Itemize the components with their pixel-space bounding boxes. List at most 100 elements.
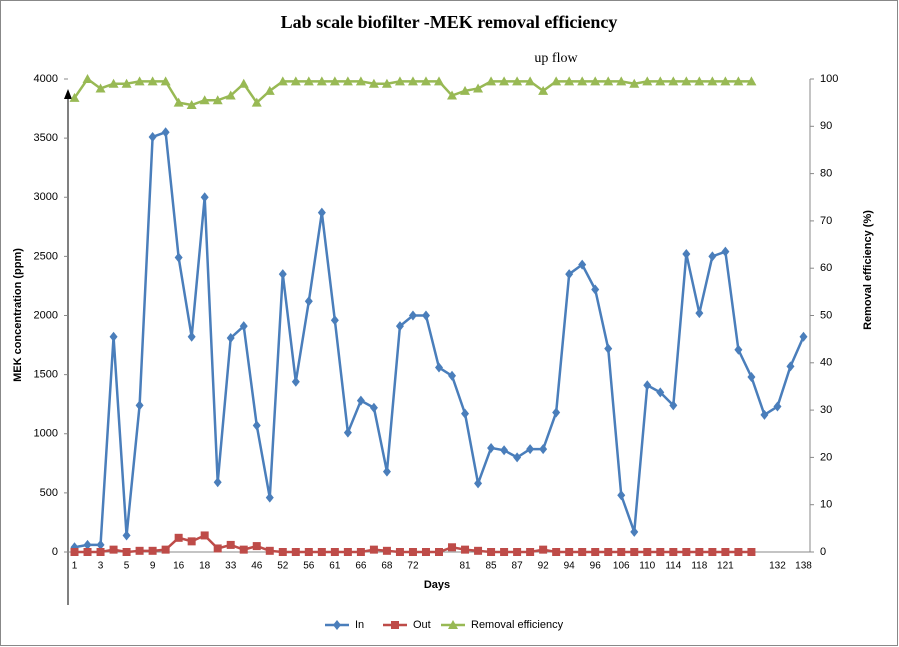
x-tick-label: 72 [407, 561, 419, 572]
series-marker [238, 78, 249, 88]
series-marker [786, 361, 795, 372]
series-marker [173, 97, 184, 107]
x-tick-label: 87 [512, 561, 524, 572]
x-tick-label: 52 [277, 561, 289, 572]
series-marker [578, 548, 587, 556]
x-tick-label: 106 [613, 561, 630, 572]
legend-label: In [355, 619, 364, 631]
x-tick-label: 110 [639, 561, 655, 572]
series-marker [382, 546, 391, 555]
series-marker [486, 76, 497, 86]
series-marker [109, 545, 118, 554]
series-marker [278, 548, 287, 556]
series-marker [747, 371, 756, 382]
series-marker [681, 76, 692, 86]
series-marker [122, 530, 131, 541]
series-marker [264, 85, 275, 95]
x-tick-label: 96 [590, 561, 602, 572]
series-marker [434, 76, 444, 86]
series-marker [356, 548, 365, 556]
series-marker [733, 76, 744, 86]
series-marker [395, 321, 404, 332]
series-marker [616, 76, 627, 86]
series-marker [199, 95, 210, 105]
series-marker [565, 548, 574, 556]
series-marker [551, 76, 562, 86]
series-marker [122, 548, 131, 556]
y-tick-label: 1500 [34, 369, 58, 381]
series-marker [499, 76, 510, 86]
series-marker [734, 344, 743, 355]
series-marker [291, 376, 300, 387]
series-marker [83, 539, 92, 550]
series-marker [368, 78, 379, 88]
series-marker [96, 539, 105, 550]
series-marker [420, 76, 431, 86]
y2-tick-label: 40 [820, 357, 832, 369]
x-tick-label: 132 [769, 561, 786, 572]
series-marker [630, 526, 639, 537]
series-marker [682, 548, 691, 556]
series-marker [317, 548, 326, 556]
series-marker [512, 76, 523, 86]
series-marker [200, 192, 209, 203]
series-marker [591, 284, 600, 295]
series-marker [707, 76, 718, 86]
series-marker [304, 548, 313, 556]
series-marker [408, 310, 417, 321]
series-marker [382, 466, 391, 477]
series-marker [487, 548, 496, 556]
series-marker [421, 310, 430, 321]
y2-tick-label: 70 [820, 215, 832, 227]
series-marker [746, 76, 757, 86]
series-marker [134, 76, 145, 86]
legend-label: Out [413, 619, 431, 631]
series-marker [69, 92, 80, 102]
series-marker [526, 548, 535, 556]
y2-tick-label: 20 [820, 451, 832, 463]
series-marker [642, 76, 653, 86]
series-marker [565, 269, 574, 280]
series-marker [669, 400, 678, 411]
series-marker [148, 131, 157, 142]
series-marker [539, 444, 548, 455]
series-marker [161, 545, 170, 554]
series-marker [342, 76, 353, 86]
series-marker [552, 548, 561, 556]
series-marker [239, 321, 248, 332]
legend-marker [448, 620, 458, 629]
series-marker [200, 531, 209, 540]
series-marker [174, 252, 183, 263]
y2-tick-label: 90 [820, 120, 832, 132]
series-marker [408, 548, 417, 556]
x-tick-label: 18 [199, 561, 211, 572]
series-marker [329, 76, 340, 86]
series-marker [252, 542, 261, 551]
series-marker [617, 548, 626, 556]
y2-tick-label: 100 [820, 73, 838, 85]
series-marker [82, 74, 93, 83]
y2-tick-label: 0 [820, 546, 826, 558]
series-marker [187, 537, 196, 546]
series-marker [317, 207, 326, 218]
series-marker [630, 548, 639, 556]
x-tick-label: 3 [98, 561, 104, 572]
legend-marker [333, 620, 341, 630]
series-marker [461, 545, 470, 554]
x-tick-label: 118 [691, 561, 707, 572]
series-marker [251, 97, 262, 107]
series-marker [500, 445, 509, 456]
series-marker [500, 548, 509, 556]
x-tick-label: 92 [538, 561, 550, 572]
series-marker [682, 249, 691, 260]
legend-label: Removal efficiency [471, 619, 564, 631]
series-marker [435, 362, 443, 373]
series-marker [578, 259, 587, 270]
series-marker [643, 548, 652, 556]
series-marker [590, 76, 601, 86]
x-tick-label: 114 [665, 561, 681, 572]
series-marker [617, 490, 626, 501]
series-marker [708, 548, 717, 556]
